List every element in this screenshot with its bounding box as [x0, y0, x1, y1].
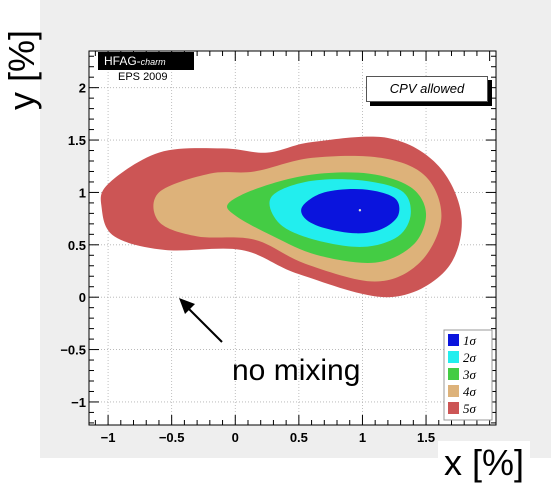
- x-tick-label: 1: [359, 430, 366, 445]
- legend-swatch: [448, 385, 459, 397]
- legend-swatch: [448, 334, 459, 346]
- x-tick-label: 1.5: [417, 430, 435, 445]
- y-tick-label: −1: [71, 395, 86, 410]
- x-tick-label: −1: [101, 430, 116, 445]
- edition-label: EPS 2009: [118, 71, 168, 83]
- legend-entry: 4σ: [463, 384, 477, 399]
- y-axis-label-background: [0, 0, 40, 140]
- x-tick-label: 0.5: [290, 430, 308, 445]
- legend-swatch: [448, 351, 459, 363]
- no-mixing-label: no mixing: [232, 354, 361, 387]
- y-tick-label: 1.5: [68, 133, 86, 148]
- legend-entry: 5σ: [463, 401, 477, 416]
- x-axis-label: x [%]: [438, 441, 531, 485]
- legend-entry: 2σ: [463, 350, 477, 365]
- y-tick-label: 1: [79, 185, 86, 200]
- hfag-brand-sub: charm: [140, 57, 166, 67]
- hfag-logo: HFAG-charm: [98, 52, 194, 70]
- no-mixing-arrowhead: [179, 298, 195, 314]
- y-tick-label: 2: [79, 81, 86, 96]
- no-mixing-arrow: [187, 307, 223, 343]
- legend-swatch: [448, 368, 459, 380]
- legend-swatch: [448, 402, 459, 414]
- cpv-allowed-box: CPV allowed: [366, 76, 488, 102]
- y-tick-label: −0.5: [60, 343, 86, 358]
- x-tick-label: −0.5: [159, 430, 185, 445]
- y-axis-label: y [%]: [1, 30, 42, 111]
- y-tick-label: 0: [79, 290, 86, 305]
- legend-entry: 3σ: [462, 367, 477, 382]
- y-tick-label: 0.5: [68, 238, 86, 253]
- central-value-marker: [358, 209, 362, 212]
- x-tick-label: 0: [232, 430, 239, 445]
- hfag-brand: HFAG-: [104, 54, 141, 68]
- region-1σ: [301, 189, 400, 234]
- confidence-regions: [100, 136, 462, 298]
- plot-frame: [88, 50, 497, 426]
- legend-entry: 1σ: [463, 333, 477, 348]
- legend: 1σ 2σ 3σ 4σ 5σ: [443, 329, 493, 421]
